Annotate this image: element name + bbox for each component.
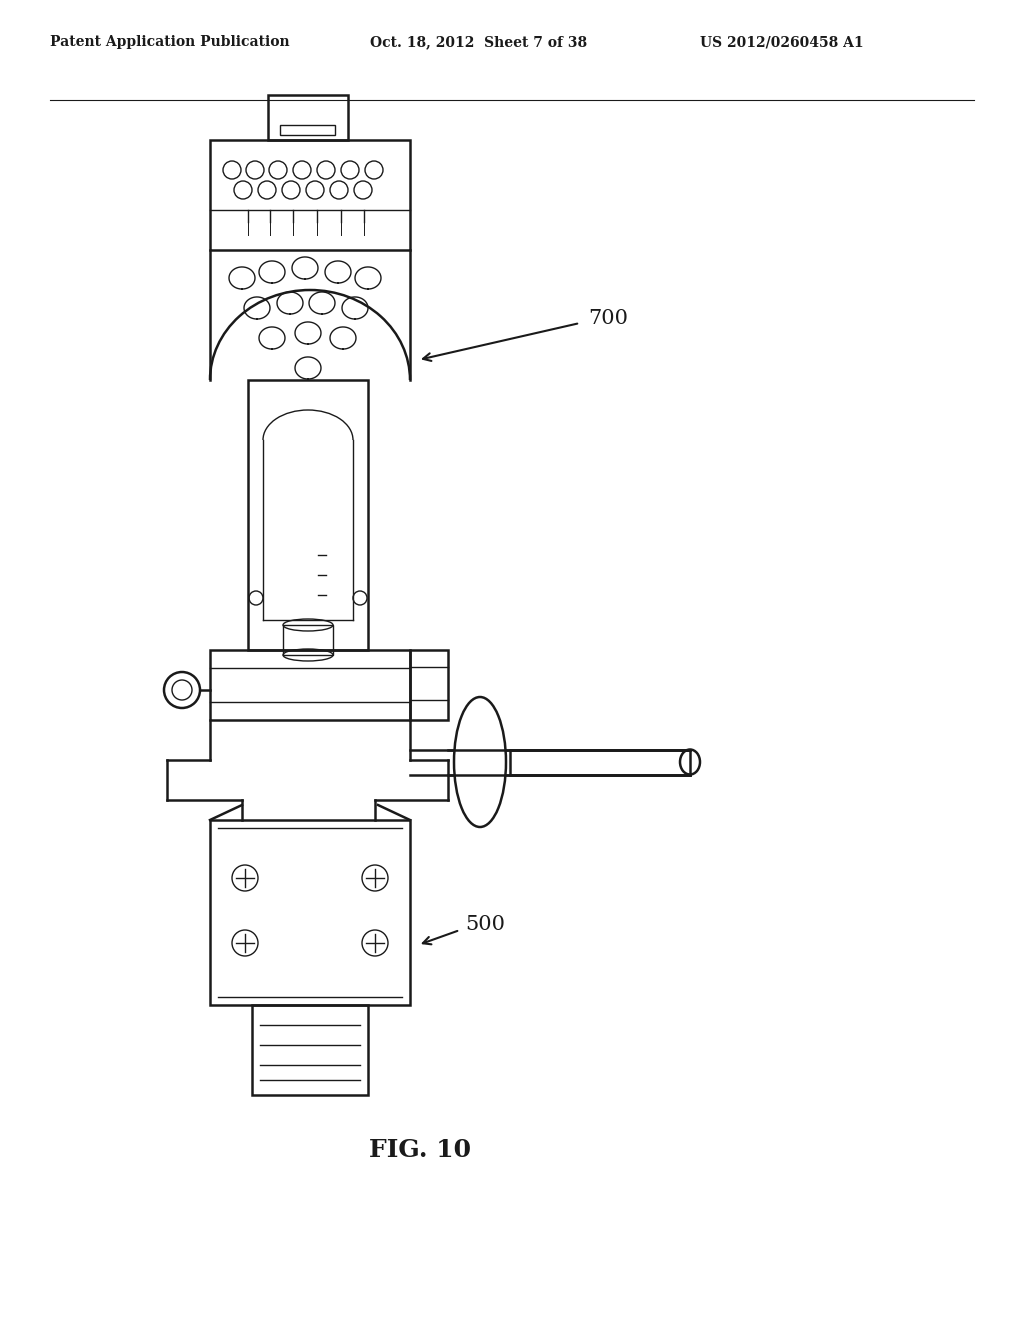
Bar xyxy=(280,125,335,135)
Ellipse shape xyxy=(454,697,506,828)
Text: Oct. 18, 2012  Sheet 7 of 38: Oct. 18, 2012 Sheet 7 of 38 xyxy=(370,36,587,49)
Text: Patent Application Publication: Patent Application Publication xyxy=(50,36,290,49)
Text: FIG. 10: FIG. 10 xyxy=(369,1138,471,1162)
Bar xyxy=(210,140,410,249)
Bar xyxy=(210,649,410,719)
Bar xyxy=(510,750,690,775)
Bar xyxy=(283,624,333,655)
Bar xyxy=(268,95,348,140)
Bar xyxy=(410,649,449,719)
Bar xyxy=(252,1005,368,1096)
Bar xyxy=(248,380,368,649)
Text: US 2012/0260458 A1: US 2012/0260458 A1 xyxy=(700,36,863,49)
Text: 700: 700 xyxy=(588,309,628,327)
Text: 500: 500 xyxy=(465,916,505,935)
Bar xyxy=(210,820,410,1005)
